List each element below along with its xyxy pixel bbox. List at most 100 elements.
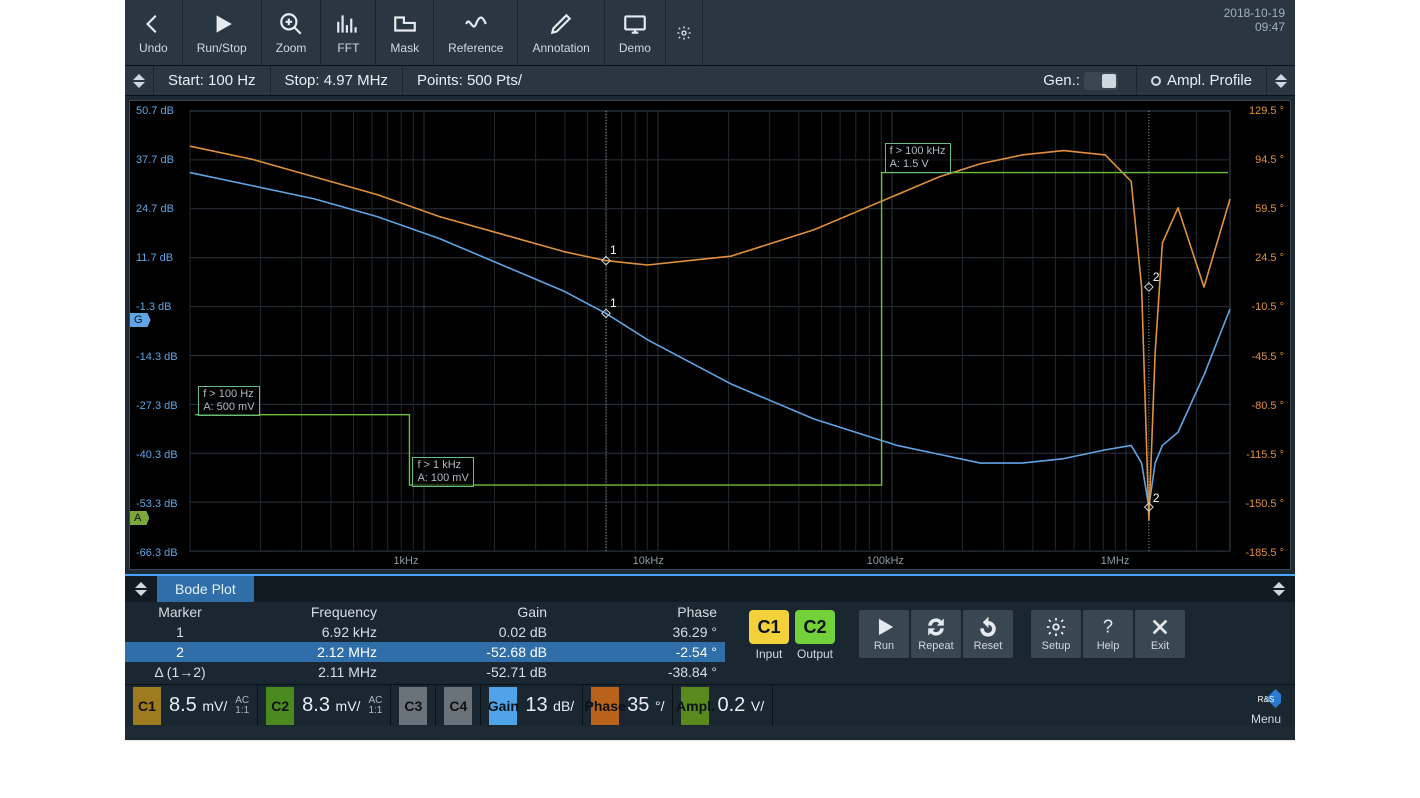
fft-button[interactable]: FFT	[321, 0, 376, 65]
demo-button[interactable]: Demo	[605, 0, 666, 65]
freq-axis-label: 10kHz	[633, 555, 664, 567]
marker-table-row[interactable]: 22.12 MHz-52.68 dB-2.54 °	[125, 642, 725, 662]
marker-table: Marker Frequency Gain Phase 16.92 kHz0.0…	[125, 602, 725, 684]
phase-axis-label: -185.5 °	[1245, 547, 1284, 559]
tab-strip: Bode Plot	[125, 574, 1295, 602]
frequency-col-header: Frequency	[235, 602, 385, 622]
channel-c1[interactable]: C1 8.5 mV/ AC1:1	[125, 685, 258, 726]
mask-button[interactable]: Mask	[376, 0, 434, 65]
help-button[interactable]: ? Help	[1083, 610, 1133, 658]
c1-badge: C1	[749, 610, 789, 644]
reset-button[interactable]: Reset	[963, 610, 1013, 658]
repeat-button[interactable]: Repeat	[911, 610, 961, 658]
ampl-axis-badge: A	[130, 511, 149, 525]
exit-button[interactable]: Exit	[1135, 610, 1185, 658]
tab-stepper-left[interactable]	[125, 582, 157, 596]
marker-label: 2	[1153, 270, 1160, 284]
toolbar-more-button[interactable]	[666, 0, 703, 65]
action-panel: Run Repeat Reset Setup ? Help Exit	[847, 602, 1193, 684]
channel-ampl[interactable]: Ampl. 0.2 V/	[673, 685, 773, 726]
freq-axis-label: 1kHz	[393, 555, 418, 567]
marker-label: 1	[610, 243, 617, 257]
phase-col-header: Phase	[555, 602, 725, 622]
fft-icon	[335, 11, 361, 37]
phase-axis-label: -115.5 °	[1246, 449, 1284, 461]
channel-c4[interactable]: C4	[436, 685, 481, 726]
ampl-profile-annotation: f > 1 kHzA: 100 mV	[412, 457, 473, 487]
reset-icon	[977, 616, 999, 638]
channel-c2[interactable]: C2 8.3 mV/ AC1:1	[258, 685, 391, 726]
phase-axis-label: -45.5 °	[1251, 351, 1284, 363]
run-button[interactable]: Run	[859, 610, 909, 658]
menu-button[interactable]: R&S Menu	[1237, 685, 1295, 726]
bode-plot[interactable]: G A 50.7 dB 37.7 dB 24.7 dB 11.7 dB -1.3 dB -…	[129, 100, 1291, 570]
start-freq-field[interactable]: Start: 100 Hz	[154, 66, 270, 95]
reference-button[interactable]: Reference	[434, 0, 518, 65]
undo-button[interactable]: Undo	[125, 0, 183, 65]
runstop-button[interactable]: Run/Stop	[183, 0, 262, 65]
gain-axis-label: -1.3 dB	[136, 301, 171, 313]
param-stepper-right[interactable]	[1267, 74, 1295, 88]
gear-icon	[1045, 616, 1067, 638]
generator-toggle[interactable]: Gen.:	[1029, 66, 1136, 95]
play-icon	[209, 11, 235, 37]
stop-freq-field[interactable]: Stop: 4.97 MHz	[271, 66, 402, 95]
close-icon	[1149, 616, 1171, 638]
brand-logo-icon: R&S	[1251, 685, 1281, 712]
phase-axis-label: 129.5 °	[1249, 105, 1284, 117]
gain-col-header: Gain	[385, 602, 555, 622]
svg-text:R&S: R&S	[1258, 695, 1275, 704]
phase-axis-label: 59.5 °	[1255, 203, 1284, 215]
oscilloscope-window: Undo Run/Stop Zoom FFT Mask Reference An…	[125, 0, 1295, 740]
zoom-icon	[278, 11, 304, 37]
channel-gain[interactable]: Gain 13 dB/	[481, 685, 583, 726]
marker-table-row[interactable]: 16.92 kHz0.02 dB36.29 °	[125, 622, 725, 642]
input-channel-selector[interactable]: C1 Input	[749, 610, 789, 661]
gain-axis-label: -27.3 dB	[136, 400, 178, 412]
reflection-decoration: C18.5 mV/ C28.3 mV/ C3 C4 Gain13 dB/ Pha…	[125, 740, 1295, 798]
param-stepper-left[interactable]	[125, 74, 153, 88]
gain-axis-label: -14.3 dB	[136, 351, 178, 363]
repeat-icon	[925, 616, 947, 638]
ampl-profile-annotation: f > 100 HzA: 500 mV	[198, 386, 259, 416]
phase-axis-label: -80.5 °	[1251, 400, 1284, 412]
freq-axis-label: 100kHz	[867, 555, 904, 567]
points-field[interactable]: Points: 500 Pts/	[403, 66, 536, 95]
setup-button[interactable]: Setup	[1031, 610, 1081, 658]
mask-icon	[392, 11, 418, 37]
datetime-display: 2018-10-19 09:47	[1224, 0, 1295, 65]
undo-icon	[140, 11, 166, 37]
demo-icon	[622, 11, 648, 37]
help-icon: ?	[1097, 616, 1119, 638]
play-icon	[873, 616, 895, 638]
reference-icon	[463, 11, 489, 37]
gain-axis-badge: G	[130, 313, 151, 327]
gain-axis-label: -66.3 dB	[136, 547, 178, 559]
annotation-button[interactable]: Annotation	[518, 0, 604, 65]
gain-axis-label: 11.7 dB	[136, 252, 173, 264]
channel-phase[interactable]: Phase 35 °/	[583, 685, 673, 726]
marker-table-row[interactable]: Δ (1→2)2.11 MHz-52.71 dB-38.84 °	[125, 662, 725, 682]
channel-c3[interactable]: C3	[391, 685, 436, 726]
tab-bode-plot[interactable]: Bode Plot	[157, 576, 254, 602]
phase-axis-label: 24.5 °	[1255, 252, 1284, 264]
ampl-profile-button[interactable]: Ampl. Profile	[1137, 66, 1266, 95]
gain-axis-label: -53.3 dB	[136, 498, 178, 510]
freq-axis-label: 1MHz	[1101, 555, 1130, 567]
marker-col-header: Marker	[125, 602, 235, 622]
output-channel-selector[interactable]: C2 Output	[795, 610, 835, 661]
marker-label: 2	[1153, 491, 1160, 505]
tab-stepper-right[interactable]	[1263, 582, 1295, 596]
gain-axis-label: 50.7 dB	[136, 105, 174, 117]
phase-axis-label: 94.5 °	[1255, 154, 1284, 166]
parameter-bar: Start: 100 Hz Stop: 4.97 MHz Points: 500…	[125, 66, 1295, 96]
c2-badge: C2	[795, 610, 835, 644]
io-panel: C1 Input C2 Output	[725, 602, 847, 684]
gain-axis-label: 24.7 dB	[136, 203, 174, 215]
gain-axis-label: 37.7 dB	[136, 154, 174, 166]
phase-axis-label: -10.5 °	[1251, 301, 1284, 313]
marker-label: 1	[610, 296, 617, 310]
svg-text:?: ?	[1103, 616, 1113, 637]
zoom-button[interactable]: Zoom	[262, 0, 322, 65]
lower-panel: Marker Frequency Gain Phase 16.92 kHz0.0…	[125, 602, 1295, 684]
